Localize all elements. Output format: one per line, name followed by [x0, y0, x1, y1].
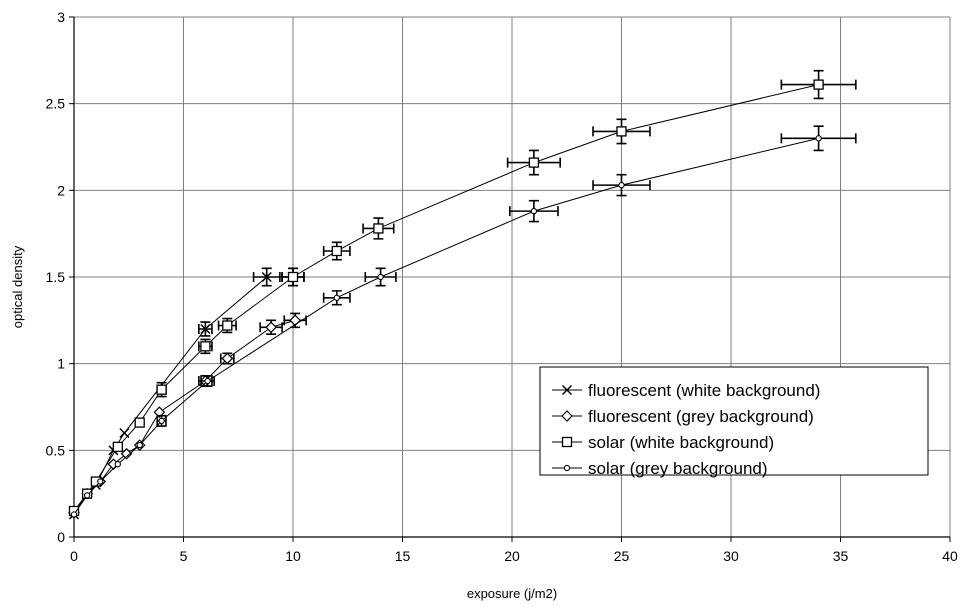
- series-line-2: [73, 84, 819, 512]
- data-point-3-1: [83, 492, 91, 499]
- series-line-3: [73, 137, 819, 515]
- data-point-1-10: [289, 314, 302, 327]
- data-point-3-0: [70, 511, 78, 518]
- legend-label-2: solar (white background): [588, 433, 774, 452]
- data-point-1-8: [221, 352, 234, 365]
- data-point-2-4: [134, 417, 145, 428]
- data-point-2-3: [112, 441, 123, 453]
- data-point-3-7: [333, 294, 340, 301]
- legend-label-0: fluorescent (white background): [588, 381, 820, 400]
- data-point-2-7: [222, 320, 233, 331]
- legend-label-3: solar (grey background): [588, 459, 768, 478]
- data-point-1-6: [153, 406, 166, 419]
- data-point-3-11: [815, 135, 822, 142]
- y-tick-label-1: 0.5: [46, 442, 66, 458]
- legend-marker-3: [563, 464, 571, 472]
- y-axis-label: optical density: [10, 245, 25, 328]
- series-line-1: [73, 319, 296, 514]
- data-point-3-8: [377, 273, 384, 281]
- data-point-1-4: [120, 447, 133, 460]
- data-point-3-3: [114, 461, 121, 468]
- data-point-2-9: [331, 245, 342, 257]
- x-tick-label-4: 20: [504, 548, 520, 564]
- legend-marker-0: [561, 384, 573, 396]
- x-tick-label-6: 30: [723, 548, 739, 564]
- legend-box: [539, 366, 929, 476]
- legend: fluorescent (white background) fluorescen…: [539, 366, 929, 478]
- x-tick-label-1: 5: [180, 548, 188, 564]
- series-3: [70, 125, 857, 518]
- y-tick-label-5: 2.5: [46, 96, 66, 112]
- x-tick-label-2: 10: [285, 548, 301, 564]
- x-tick-label-8: 40: [942, 548, 958, 564]
- plot-area: [68, 69, 857, 520]
- data-point-2-5: [156, 384, 167, 395]
- axes: [69, 16, 951, 542]
- data-point-2-13: [813, 79, 824, 90]
- data-point-3-9: [530, 207, 538, 215]
- data-point-2-6: [200, 341, 211, 352]
- legend-item-0: fluorescent (white background): [552, 381, 820, 400]
- data-point-2-10: [373, 223, 384, 234]
- data-point-3-10: [618, 181, 625, 189]
- data-point-2-11: [528, 157, 540, 168]
- data-point-3-4: [136, 441, 143, 449]
- y-tick-label-2: 1: [57, 356, 65, 372]
- x-tick-label-0: 0: [70, 548, 78, 564]
- legend-item-3: solar (grey background): [552, 459, 768, 478]
- series-1: [68, 312, 307, 519]
- data-point-0-5: [200, 323, 211, 335]
- data-point-2-8: [287, 271, 299, 283]
- legend-item-1: fluorescent (grey background): [552, 407, 814, 426]
- x-axis-label: exposure (j/m2): [467, 586, 557, 601]
- x-tick-label-5: 25: [614, 548, 630, 564]
- y-tick-label-0: 0: [57, 529, 65, 545]
- legend-marker-2: [561, 436, 573, 448]
- data-point-3-6: [204, 377, 211, 385]
- tick-labels: 00.511.522.530 5 10 15 20 25 30 35 40: [46, 9, 958, 564]
- x-tick-label-3: 15: [395, 548, 411, 564]
- legend-label-1: fluorescent (grey background): [588, 407, 814, 426]
- legend-item-2: solar (white background): [552, 433, 774, 452]
- y-tick-label-4: 2: [57, 182, 65, 198]
- y-tick-label-3: 1.5: [46, 269, 66, 285]
- y-tick-label-6: 3: [57, 9, 65, 25]
- data-point-3-2: [97, 478, 104, 485]
- data-point-3-5: [158, 417, 165, 425]
- x-tick-label-7: 35: [833, 548, 849, 564]
- data-point-1-9: [265, 321, 277, 334]
- data-point-0-6: [261, 271, 272, 283]
- legend-marker-1: [561, 410, 573, 422]
- data-point-2-12: [616, 126, 627, 137]
